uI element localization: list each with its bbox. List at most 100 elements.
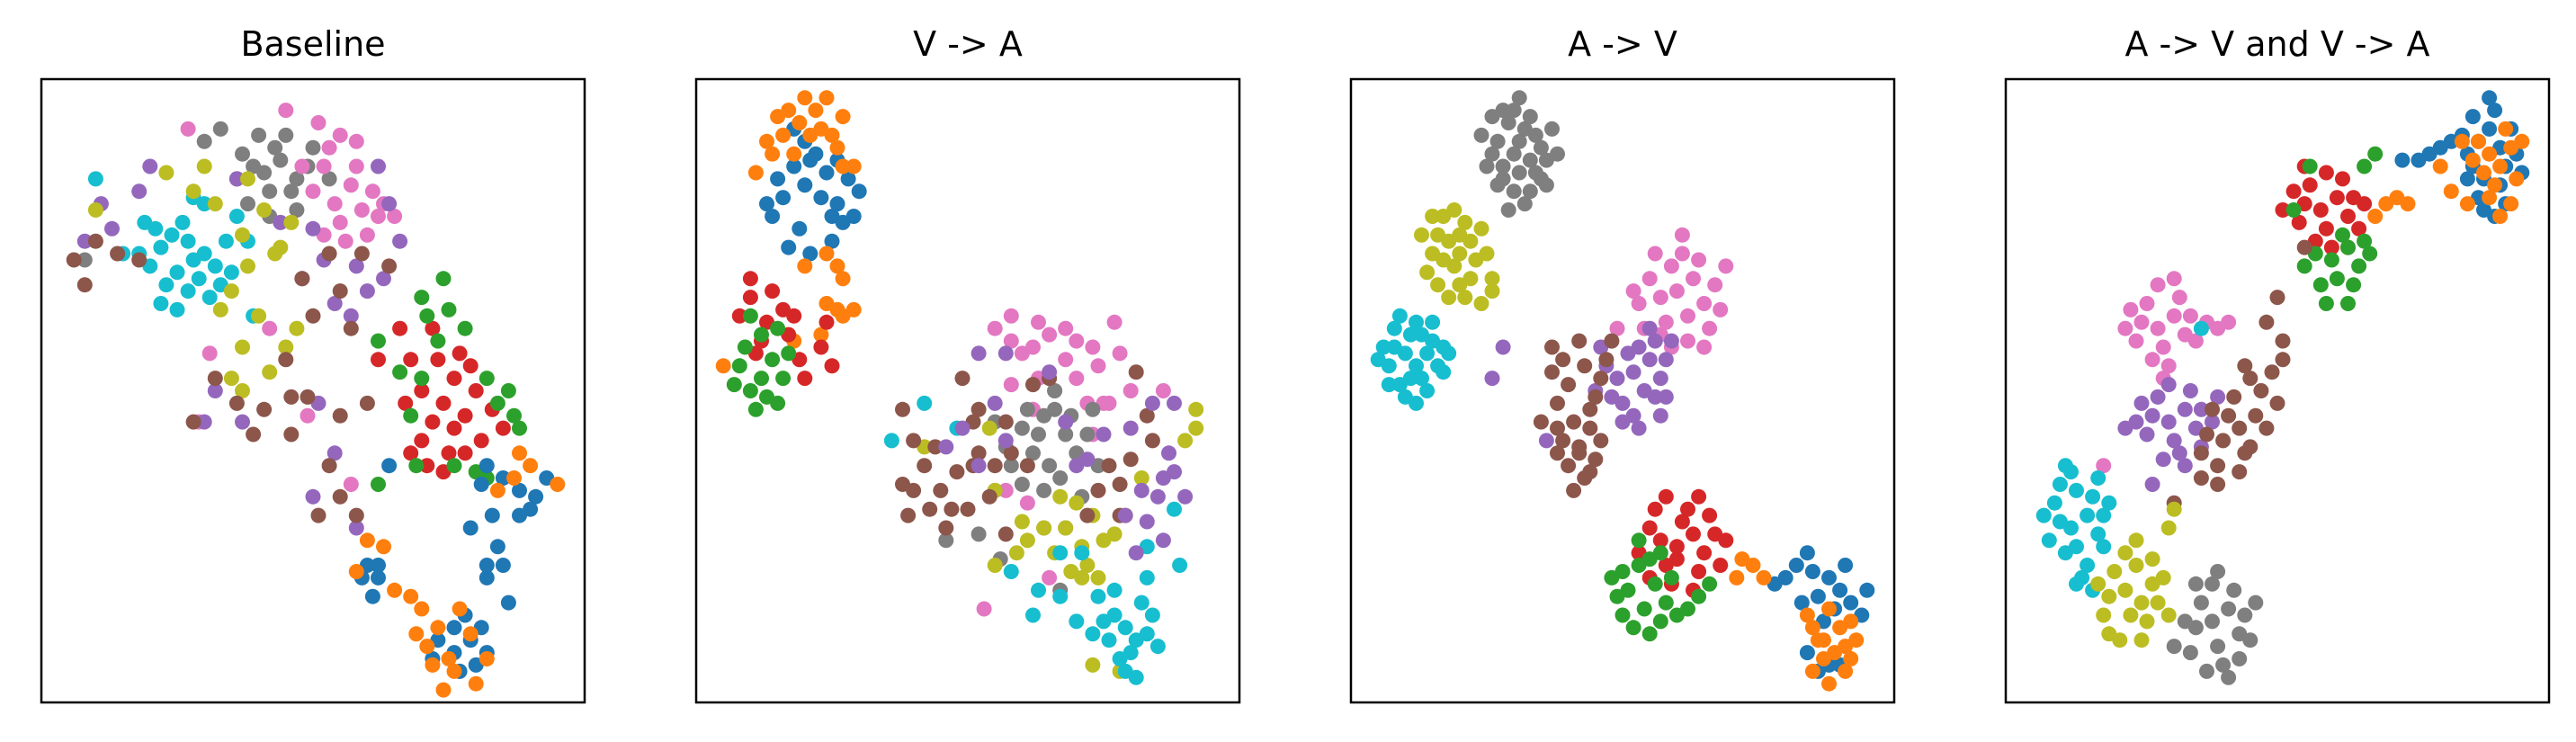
panel-3-point-c5-22 xyxy=(1604,333,1620,349)
panel-2-point-c0-8 xyxy=(775,190,792,206)
panel-3-point-c1-2 xyxy=(1430,227,1446,243)
panel-4-point-c9-19 xyxy=(2210,564,2226,579)
panel-3-point-c7-6 xyxy=(1652,613,1668,630)
panel-1-point-c4-17 xyxy=(240,171,255,187)
panel-4-point-c1-2 xyxy=(2471,133,2486,149)
panel-2-point-c0-3 xyxy=(786,158,802,174)
panel-2-point-c8-32 xyxy=(927,439,944,455)
panel-3-point-c0-2 xyxy=(1489,133,1506,149)
panel-4-point-c1-1 xyxy=(2492,158,2509,174)
panel-4-point-c8-20 xyxy=(2166,501,2182,517)
panel-4-point-c5-11 xyxy=(2133,395,2150,411)
panel-3-point-c8-3 xyxy=(1832,582,1848,598)
panel-2-point-c5-20 xyxy=(1036,407,1052,424)
panel-1-point-c6-12 xyxy=(462,358,479,374)
panel-4-point-c8-14 xyxy=(2160,607,2177,623)
panel-2-point-c9-12 xyxy=(1128,545,1144,561)
panel-1-point-c5-12 xyxy=(300,389,316,405)
panel-3-point-c6-6 xyxy=(1691,564,1707,579)
panel-2-point-c0-1 xyxy=(813,190,829,206)
panel-3-point-c0-9 xyxy=(1500,115,1516,130)
panel-2-point-c6-7 xyxy=(1036,520,1052,536)
panel-2-point-c4-4 xyxy=(1058,352,1074,368)
panel-1-point-c5-4 xyxy=(343,320,359,336)
panel-2-frame xyxy=(694,77,1241,704)
panel-3-point-c8-14 xyxy=(1793,594,1810,611)
panel-2-point-c1-1 xyxy=(808,103,824,119)
panel-1-point-c4-8 xyxy=(212,301,228,317)
panel-2-point-c9-15 xyxy=(1133,482,1149,498)
panel-1: Baseline xyxy=(40,24,586,704)
panel-2-point-c5-3 xyxy=(1014,420,1030,436)
panel-3-point-c9-14 xyxy=(1816,632,1831,648)
panel-3-point-c4-20 xyxy=(1484,371,1500,387)
panel-2-point-c4-25 xyxy=(1042,569,1058,586)
panel-1-point-c6-20 xyxy=(495,420,511,436)
panel-2-point-c2-9 xyxy=(742,271,758,287)
panel-4-point-c9-12 xyxy=(2242,632,2258,648)
panel-2-point-c8-25 xyxy=(906,433,922,449)
panel-1-point-c5-15 xyxy=(381,258,398,274)
panel-4-point-c9-13 xyxy=(2199,663,2214,679)
panel-4-point-c5-13 xyxy=(2155,451,2171,468)
panel-3-point-c7-17 xyxy=(1631,532,1647,549)
panel-3-point-c2-22 xyxy=(1409,395,1424,411)
panel-3-point-c0-21 xyxy=(1500,202,1516,218)
panel-3-point-c5-4 xyxy=(1566,414,1582,430)
panel-4-point-c6-2 xyxy=(2199,426,2214,443)
panel-3-point-c5-21 xyxy=(1598,352,1614,368)
panel-1-point-c2-14 xyxy=(310,115,326,130)
panel-3-point-c3-2 xyxy=(1652,290,1668,306)
panel-4-point-c2-6 xyxy=(2335,171,2350,187)
panel-3-title: A -> V xyxy=(1568,24,1677,64)
panel-1-point-c9-2 xyxy=(512,445,527,461)
panel-3-point-c4-7 xyxy=(1620,345,1636,362)
panel-4-point-c1-19 xyxy=(2367,209,2384,224)
panel-2-point-c7-26 xyxy=(1172,558,1188,573)
panel-2-point-c8-27 xyxy=(997,414,1014,430)
panel-3-point-c3-6 xyxy=(1641,271,1658,287)
panel-3-point-c5-0 xyxy=(1561,377,1577,393)
panel-4-point-c8-0 xyxy=(2117,582,2133,598)
panel-1-point-c5-16 xyxy=(353,246,370,262)
panel-2-point-c7-23 xyxy=(883,433,899,449)
panel-3-point-c0-3 xyxy=(1511,165,1527,181)
panel-4-point-c1-13 xyxy=(2459,196,2475,212)
panel-1-point-c1-13 xyxy=(289,202,305,218)
panel-3-points xyxy=(1370,90,1875,692)
panel-4-point-c9-7 xyxy=(2182,645,2198,661)
panel-3-point-c3-7 xyxy=(1707,277,1723,293)
panel-2-point-c8-13 xyxy=(1003,445,1019,461)
panel-1-point-c5-25 xyxy=(321,458,337,474)
panel-2-point-c1-24 xyxy=(715,358,731,374)
panel-3-point-c5-5 xyxy=(1544,364,1560,380)
panel-3-point-c3-0 xyxy=(1668,283,1685,299)
panel-2-point-c3-1 xyxy=(754,371,769,387)
panel-4-point-c7-6 xyxy=(2085,488,2101,505)
panel-3-point-c5-17 xyxy=(1571,333,1588,349)
panel-4-point-c8-5 xyxy=(2106,564,2123,579)
panel-2-point-c9-19 xyxy=(1042,364,1058,380)
panel-3-point-c0-4 xyxy=(1533,139,1549,156)
panel-1-point-c0-13 xyxy=(158,277,174,293)
panel-1-point-c9-7 xyxy=(348,564,364,579)
panel-2-point-c5-1 xyxy=(1042,458,1058,474)
panel-2-point-c4-22 xyxy=(1106,314,1123,330)
panel-1-point-c3-0 xyxy=(371,158,386,174)
panel-3-point-c6-3 xyxy=(1696,545,1713,561)
panel-4-point-c3-3 xyxy=(2351,258,2367,274)
panel-4-point-c1-20 xyxy=(2400,196,2416,212)
panel-3-point-c2-20 xyxy=(1391,308,1408,324)
panel-1-point-c2-11 xyxy=(294,158,310,174)
panel-1-point-c0-14 xyxy=(223,264,239,281)
panel-2-point-c0-4 xyxy=(840,171,856,187)
panel-4-point-c7-17 xyxy=(2101,495,2117,511)
panel-4-point-c7-10 xyxy=(2041,532,2057,549)
panel-2-point-c4-5 xyxy=(1025,339,1041,355)
panel-2-point-c9-14 xyxy=(1139,514,1155,530)
panel-2-point-c4-16 xyxy=(1155,383,1171,398)
panel-1-point-c5-26 xyxy=(283,426,300,443)
panel-3-point-c3-22 xyxy=(1609,320,1625,336)
panel-1-point-c0-10 xyxy=(174,214,191,230)
panel-4-point-c2-14 xyxy=(2318,165,2334,181)
